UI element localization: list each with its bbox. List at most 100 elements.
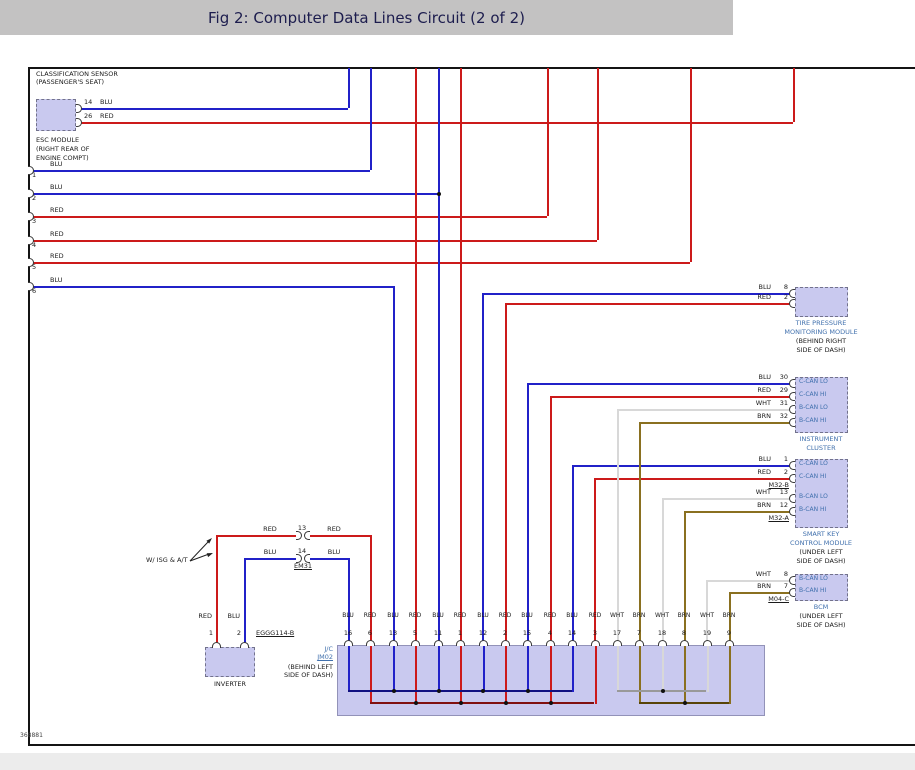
jm02-pin-wire-label: BLU <box>477 612 489 619</box>
frame-bottom-border <box>28 744 915 746</box>
esc-pin-number: 5 <box>32 263 37 271</box>
jm02-pin-arc <box>613 640 622 646</box>
esc-pin-number: 4 <box>32 241 37 249</box>
wire-vertical <box>547 68 549 216</box>
esc-pin-wire-label: BLU <box>50 160 63 168</box>
jm02-pin-wire-label: BLU <box>566 612 578 619</box>
inverter-connector-code: EGGG114-B <box>256 629 295 637</box>
wire-vertical <box>482 293 484 645</box>
esc-pin-number: 3 <box>32 217 37 225</box>
wire-vertical <box>415 68 417 645</box>
jm02-pin-wire-label: RED <box>543 612 557 619</box>
wire-horizontal <box>594 478 795 480</box>
wire-vertical <box>594 478 596 645</box>
wire-vertical <box>729 592 731 645</box>
jm02-internal-wire <box>370 646 372 704</box>
wire-horizontal <box>29 216 547 218</box>
figure-title: Fig 2: Computer Data Lines Circuit (2 of… <box>208 8 525 27</box>
tpms-pin-wire-label: RED <box>757 293 771 301</box>
bcm-name-line1: BCM <box>813 603 829 611</box>
wire-vertical <box>706 580 708 645</box>
jm02-internal-wire <box>662 646 664 692</box>
jm02-pin-number: 14 <box>567 629 577 637</box>
instrument-cluster-box <box>795 377 848 433</box>
classification-sensor-name-line2: (PASSENGER'S SEAT) <box>36 78 105 86</box>
jm02-pin-arc <box>456 640 465 646</box>
jm02-pin-wire-label: BLU <box>387 612 399 619</box>
tpms-name-line1: TIRE PRESSURE <box>795 319 847 327</box>
esc-pin-wire-label: RED <box>50 252 64 260</box>
jm02-pin-number: 9 <box>726 629 732 637</box>
instrument-cluster-pin-number: 31 <box>779 399 788 407</box>
classification-sensor-name-line1: CLASSIFICATION SENSOR <box>36 70 118 78</box>
jm02-pin-arc <box>591 640 600 646</box>
tpms-pin-number: 2 <box>783 293 788 301</box>
jm02-pin-arc <box>635 640 644 646</box>
wire-vertical <box>393 286 395 645</box>
smart-key-can-label: B-CAN LO <box>799 493 828 500</box>
inverter-box <box>205 647 255 677</box>
junction-dot <box>414 701 418 705</box>
tpms-location-line2: SIDE OF DASH) <box>796 346 846 354</box>
jm02-pin-number: 11 <box>433 629 443 637</box>
wire-vertical <box>438 68 440 645</box>
smart-key-pin-arc <box>789 474 795 483</box>
wire-horizontal <box>29 240 597 242</box>
tpms-pin-number: 8 <box>783 283 788 291</box>
jm02-pin-number: 3 <box>592 629 598 637</box>
instrument-cluster-pin-wire-label: WHT <box>755 399 771 407</box>
smart-key-pin-number: 12 <box>779 501 788 509</box>
wire-vertical <box>505 303 507 645</box>
jm02-pin-arc <box>546 640 555 646</box>
jm02-pin-arc <box>479 640 488 646</box>
wire-horizontal <box>76 122 793 124</box>
sensor-pin-wire-label: BLU <box>100 98 113 106</box>
jm02-internal-wire <box>348 646 350 692</box>
instrument-cluster-can-label: C-CAN LO <box>799 378 828 385</box>
instrument-cluster-pin-number: 29 <box>779 386 788 394</box>
jm02-pin-arc <box>568 640 577 646</box>
esc-pin-wire-label: BLU <box>50 276 63 284</box>
wire-vertical <box>662 498 664 645</box>
jm02-bus-red <box>370 702 594 704</box>
smart-key-location-line1: (UNDER LEFT <box>799 548 843 556</box>
jm02-pin-number: 5 <box>412 629 418 637</box>
junction-dot <box>481 689 485 693</box>
wire-vertical <box>244 558 246 647</box>
smart-key-pin-arc <box>789 507 795 516</box>
jm02-internal-wire <box>527 646 529 692</box>
wire-horizontal <box>706 580 795 582</box>
wire-horizontal <box>309 558 350 560</box>
instrument-cluster-pin-wire-label: BLU <box>758 373 771 381</box>
esc-pin-arc <box>28 212 34 221</box>
jm02-pin-wire-label: BLU <box>521 612 533 619</box>
wire-horizontal <box>244 558 296 560</box>
jm02-pin-number: 19 <box>702 629 712 637</box>
smart-key-location-line2: SIDE OF DASH) <box>796 557 846 565</box>
em31-pin-number: 14 <box>297 547 307 555</box>
esc-pin-arc <box>28 258 34 267</box>
jm02-internal-wire <box>729 646 731 704</box>
jm02-pin-wire-label: WHT <box>699 612 715 619</box>
junction-dot <box>504 701 508 705</box>
bcm-pin-arc <box>789 588 795 597</box>
esc-pin-arc <box>28 282 34 291</box>
jm02-pin-number: 18 <box>657 629 667 637</box>
bcm-pin-number: 8 <box>783 570 788 578</box>
esc-pin-number: 1 <box>32 171 37 179</box>
wire-vertical <box>597 68 599 240</box>
wire-horizontal <box>29 286 393 288</box>
jm02-pin-wire-label: RED <box>498 612 512 619</box>
bcm-location-line2: SIDE OF DASH) <box>796 621 846 629</box>
jm02-pin-arc <box>366 640 375 646</box>
jm02-pin-number: 8 <box>681 629 687 637</box>
bcm-pin-wire-label: WHT <box>755 570 771 578</box>
instrument-cluster-pin-wire-label: BRN <box>757 412 771 420</box>
junction-dot <box>661 689 665 693</box>
sensor-pin-wire-label: RED <box>100 112 114 120</box>
jm02-pin-wire-label: WHT <box>654 612 670 619</box>
jm02-pin-wire-label: BRN <box>632 612 646 619</box>
jm02-pin-number: 2 <box>502 629 508 637</box>
tpms-pin-wire-label: BLU <box>758 283 771 291</box>
jm02-pin-arc <box>725 640 734 646</box>
